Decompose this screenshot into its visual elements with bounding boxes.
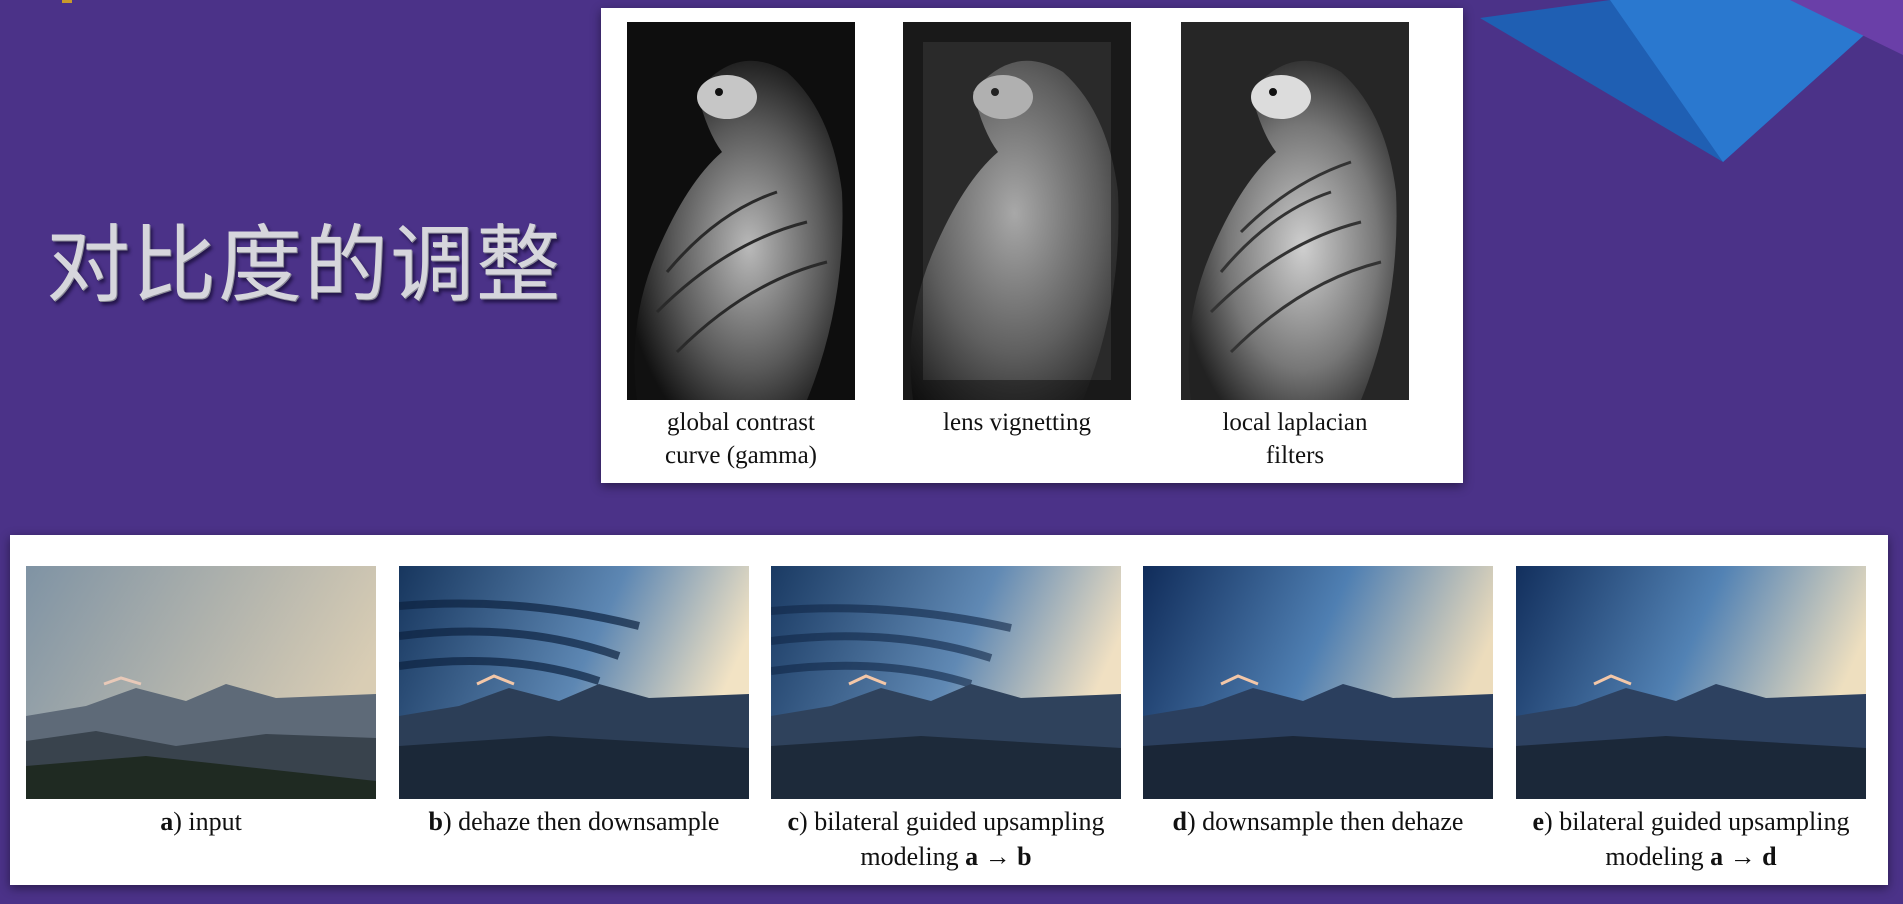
caption-line-1: a) input [0, 804, 406, 839]
caption-lens-vignetting: lens vignetting [873, 406, 1161, 439]
caption-prefix: modeling [1605, 842, 1711, 871]
decorative-blue-triangles [1480, 0, 1903, 162]
caption-letter: b [428, 807, 443, 836]
landscape-photo-input [26, 566, 376, 799]
caption-text: ) bilateral guided upsampling [1544, 807, 1850, 836]
figure-global-contrast: global contrast curve (gamma) [627, 22, 855, 482]
caption-text: ) dehaze then downsample [442, 807, 720, 836]
arrow-icon: → [1723, 842, 1763, 871]
caption-from: a [965, 842, 979, 871]
caption-line-1: local laplacian [1222, 409, 1368, 436]
parrot-photo-gamma [627, 22, 855, 400]
caption-letter: d [1172, 807, 1187, 836]
caption-line-2: filters [1265, 442, 1325, 469]
caption-letter: e [1532, 807, 1545, 836]
caption-from: a [1710, 842, 1724, 871]
figure-downsample-then-dehaze: d) downsample then dehaze [1143, 566, 1493, 876]
caption-text: ) downsample then dehaze [1186, 807, 1464, 836]
caption-downsample-then-dehaze: d) downsample then dehaze [1113, 804, 1523, 839]
caption-letter: a [160, 807, 174, 836]
caption-line-1: b) dehaze then downsample [369, 804, 779, 839]
caption-bilateral-a-to-d: e) bilateral guided upsampling modeling … [1486, 804, 1896, 874]
caption-line-1: e) bilateral guided upsampling [1486, 804, 1896, 839]
caption-input: a) input [0, 804, 406, 839]
contrast-figure-panel: global contrast curve (gamma) [601, 8, 1463, 483]
caption-text: ) bilateral guided upsampling [799, 807, 1105, 836]
caption-dehaze-then-downsample: b) dehaze then downsample [369, 804, 779, 839]
caption-bilateral-a-to-b: c) bilateral guided upsampling modeling … [741, 804, 1151, 874]
caption-to: d [1762, 842, 1777, 871]
figure-input: a) input [26, 566, 376, 876]
corner-accent-mark [62, 0, 72, 3]
caption-line-2: curve (gamma) [664, 442, 817, 469]
caption-to: b [1017, 842, 1032, 871]
landscape-photo-bilateral-ad [1516, 566, 1866, 799]
figure-dehaze-then-downsample: b) dehaze then downsample [399, 566, 749, 876]
caption-text: ) input [173, 807, 242, 836]
upsampling-figure-panel: a) input b) dehaze then downs [10, 535, 1888, 885]
parrot-photo-laplacian [1181, 22, 1409, 400]
arrow-icon: → [978, 842, 1018, 871]
caption-line-2: modeling a → d [1486, 839, 1896, 874]
caption-line-1: lens vignetting [943, 409, 1091, 436]
landscape-photo-dehaze-downsample [399, 566, 749, 799]
figure-bilateral-a-to-d: e) bilateral guided upsampling modeling … [1516, 566, 1866, 876]
landscape-photo-downsample-dehaze [1143, 566, 1493, 799]
caption-local-laplacian: local laplacian filters [1151, 406, 1439, 472]
caption-prefix: modeling [860, 842, 966, 871]
landscape-photo-bilateral-ab [771, 566, 1121, 799]
slide-title: 对比度的调整 [46, 216, 563, 314]
figure-bilateral-a-to-b: c) bilateral guided upsampling modeling … [771, 566, 1121, 876]
caption-global-contrast: global contrast curve (gamma) [597, 406, 885, 472]
caption-line-1: d) downsample then dehaze [1113, 804, 1523, 839]
figure-lens-vignetting: lens vignetting [903, 22, 1131, 482]
parrot-photo-vignetting [903, 22, 1131, 400]
caption-letter: c [787, 807, 800, 836]
caption-line-1: global contrast [667, 409, 815, 436]
caption-line-1: c) bilateral guided upsampling [741, 804, 1151, 839]
caption-line-2: modeling a → b [741, 839, 1151, 874]
figure-local-laplacian: local laplacian filters [1181, 22, 1409, 482]
